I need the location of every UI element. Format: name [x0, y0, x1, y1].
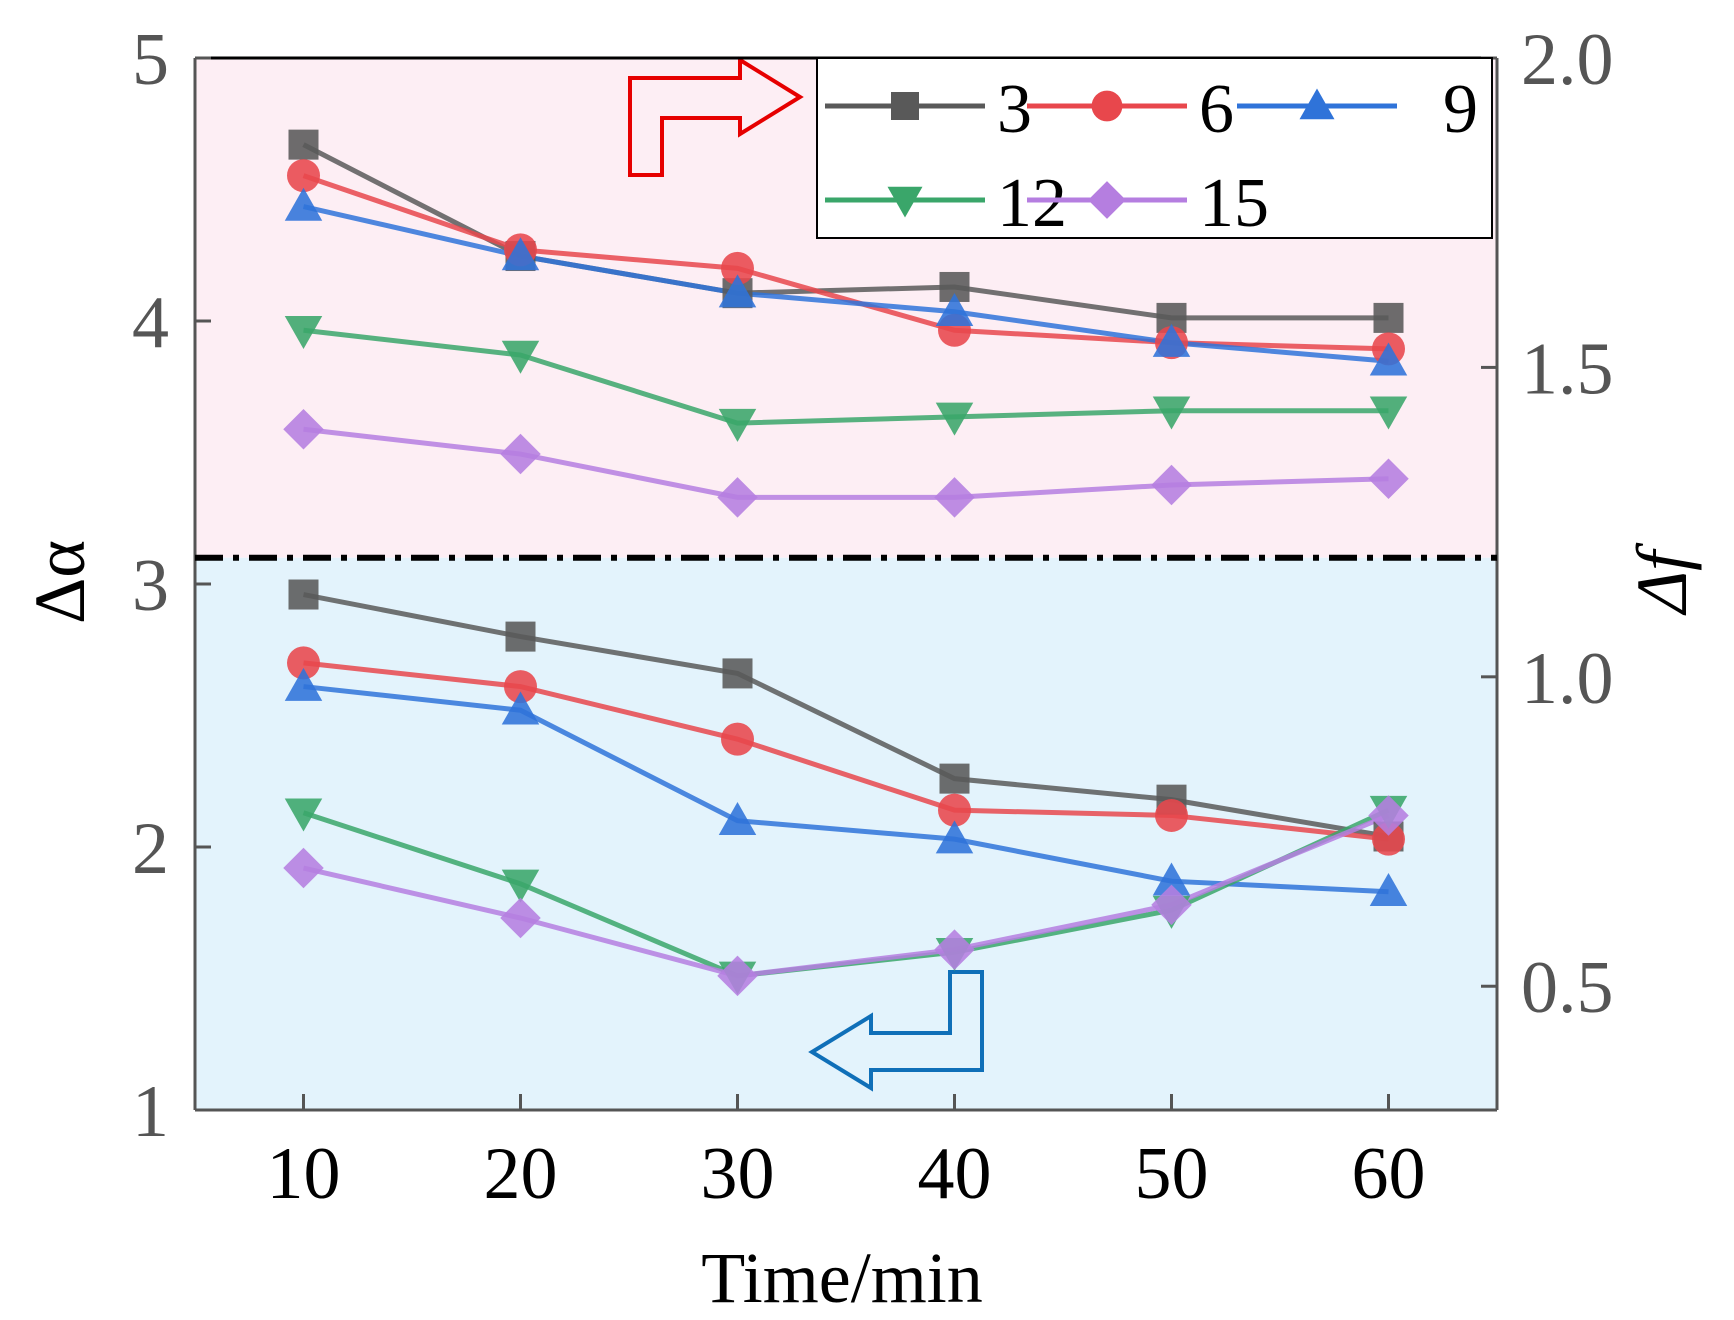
series-9-upper-point [1369, 342, 1408, 376]
right-y-tick-label: 1.0 [1521, 638, 1614, 720]
series-6-lower-point [1372, 822, 1405, 856]
legend-label-9: 9 [1443, 71, 1478, 148]
right-y-tick-label: 2.0 [1521, 19, 1614, 101]
series-15-upper-point [1368, 458, 1409, 500]
legend-marker-3 [891, 92, 919, 120]
series-3-upper-point [288, 129, 319, 160]
right-y-tick-label: 0.5 [1521, 947, 1614, 1029]
series-9-upper-point [501, 237, 540, 271]
series-15-upper-point [934, 477, 975, 518]
x-tick-label: 20 [484, 1133, 558, 1215]
series-6-lower-line [303, 660, 1389, 842]
series-9-lower-line [303, 684, 1389, 895]
series-12-upper-point [501, 340, 540, 374]
series-6-lower-point [721, 722, 754, 756]
legend-box [816, 57, 1493, 239]
series-9-lower-point [1369, 872, 1408, 906]
legend-label-6: 6 [1199, 71, 1234, 148]
x-tick-label: 60 [1352, 1133, 1426, 1215]
series-15-lower-line [302, 813, 1390, 979]
series-6-upper-point [287, 159, 320, 193]
legend: 3 6 9 12 15 [816, 57, 1493, 242]
series-15-upper-point [717, 477, 758, 518]
series-15-lower-point [934, 929, 975, 970]
series-15-upper-point [283, 409, 324, 450]
series-6-lower-point [504, 670, 537, 704]
lower-region [195, 557, 1497, 1110]
series-12-upper-point [284, 316, 323, 350]
x-axis-title: Time/min [701, 1238, 982, 1318]
legend-marker-6 [1091, 90, 1123, 122]
series-markers [283, 129, 1409, 997]
series-9-lower-point [935, 820, 974, 854]
right-arrow-icon [628, 56, 804, 177]
left-arrow-icon [808, 970, 984, 1092]
x-tick-label: 40 [918, 1133, 992, 1215]
legend-marker-15 [1088, 181, 1126, 219]
right-y-tick-label: 1.5 [1521, 328, 1614, 410]
series-9-upper-point [284, 187, 323, 221]
series-12-upper-line [303, 327, 1389, 426]
series-9-lower-point [1152, 862, 1191, 896]
series-12-upper-point [1152, 396, 1191, 430]
legend-label-15: 15 [1199, 165, 1269, 242]
series-3-lower-point [288, 579, 319, 610]
series-lines [302, 142, 1390, 979]
series-9-lower-point [718, 801, 757, 835]
series-9-lower-point [501, 691, 540, 725]
series-3-upper-point [1373, 302, 1404, 333]
series-9-upper-point [935, 292, 974, 326]
series-15-lower-point [1368, 795, 1409, 836]
x-tick-label: 50 [1135, 1133, 1209, 1215]
left-y-tick-label: 5 [132, 19, 169, 101]
series-15-lower-point [717, 955, 758, 997]
series-12-upper-point [1369, 396, 1408, 430]
left-y-tick-label: 4 [132, 282, 169, 364]
series-6-lower-point [1155, 798, 1188, 832]
series-3-lower-point [505, 621, 536, 652]
legend-marker-12 [887, 186, 923, 218]
series-12-upper-point [935, 402, 974, 436]
series-12-lower-point [501, 869, 540, 903]
series-15-upper-line [303, 426, 1389, 500]
legend-label-3: 3 [997, 71, 1032, 148]
series-15-lower-point [1151, 884, 1192, 926]
series-15-lower-point [500, 897, 541, 939]
series-9-upper-point [1152, 323, 1191, 357]
series-6-upper-point [721, 251, 754, 285]
series-6-lower-point [938, 793, 971, 827]
direction-arrows [628, 56, 984, 1092]
axis-titles: Time/min Δα Δf [20, 540, 1702, 1318]
series-9-upper-point [718, 274, 757, 308]
legend-marker-9 [1299, 88, 1335, 120]
left-y-axis-title: Δα [20, 540, 100, 624]
series-9-upper-line [302, 204, 1389, 364]
x-tick-label: 30 [701, 1133, 775, 1215]
series-3-lower-point [939, 763, 970, 794]
series-3-lower-point [722, 658, 753, 689]
legend-label-12: 12 [997, 165, 1067, 242]
series-15-upper-point [1151, 464, 1192, 506]
series-3-lower-line [303, 592, 1389, 839]
left-y-tick-label: 1 [132, 1071, 169, 1153]
series-12-upper-point [718, 408, 757, 442]
right-y-axis-title: Δf [1622, 542, 1702, 616]
left-y-tick-label: 3 [132, 545, 169, 627]
series-6-lower-point [287, 646, 320, 680]
series-12-lower-point [284, 798, 323, 832]
series-9-lower-point [284, 667, 323, 701]
left-y-tick-label: 2 [132, 808, 169, 890]
series-15-upper-point [500, 433, 541, 475]
series-15-lower-point [283, 847, 324, 889]
x-tick-label: 10 [267, 1133, 341, 1215]
